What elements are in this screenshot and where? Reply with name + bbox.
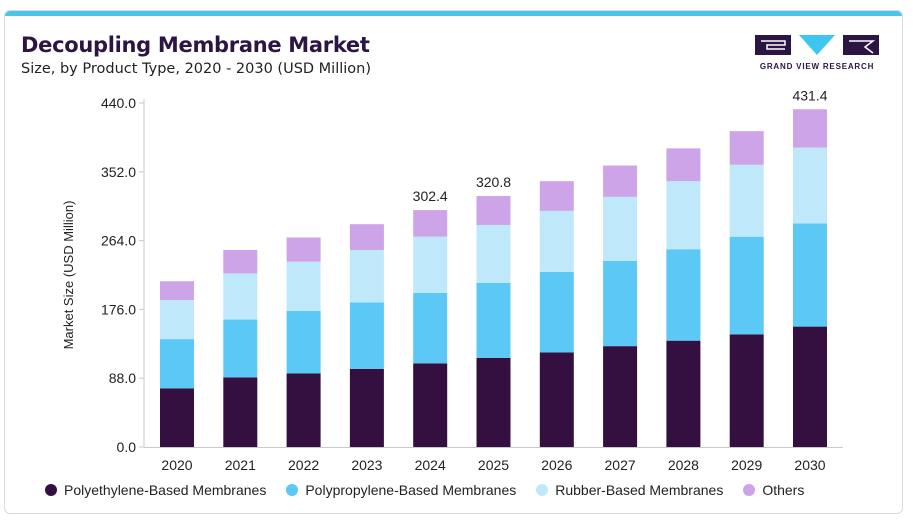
top-accent-bar [5, 11, 902, 16]
legend-swatch [286, 484, 299, 496]
legend-label: Polypropylene-Based Membranes [305, 482, 517, 498]
bar-segment-2030-others [793, 109, 827, 148]
bar-segment-2022-rubber-based-membranes [286, 261, 321, 311]
legend-swatch [536, 484, 549, 496]
bar-segment-2021-others [223, 249, 258, 274]
bar-segment-2025-rubber-based-membranes [476, 224, 511, 283]
x-tick-label: 2023 [351, 457, 382, 473]
y-tick-label: 264.0 [101, 233, 136, 249]
x-tick-label: 2021 [225, 457, 256, 473]
y-tick-label: 352.0 [101, 164, 136, 180]
bar-segment-2023-polyethylene-based-membranes [349, 368, 384, 447]
bar-segment-2029-rubber-based-membranes [729, 164, 764, 237]
x-tick-label: 2025 [478, 457, 509, 473]
bar-segment-2024-rubber-based-membranes [413, 236, 448, 293]
bar-segment-2021-polyethylene-based-membranes [223, 377, 258, 447]
legend-label: Rubber-Based Membranes [555, 482, 724, 498]
bar-segment-2020-polypropylene-based-membranes [160, 339, 194, 389]
bar-segment-2027-others [603, 165, 638, 197]
legend-label: Polyethylene-Based Membranes [64, 482, 267, 498]
x-tick-label: 2022 [288, 457, 319, 473]
bar-segment-2020-others [160, 281, 194, 301]
logo-mark-icon [755, 35, 879, 55]
bar-segment-2026-polyethylene-based-membranes [539, 352, 574, 447]
x-tick-label: 2020 [161, 457, 192, 473]
x-tick-label: 2027 [605, 457, 636, 473]
bar-segment-2020-rubber-based-membranes [160, 300, 194, 340]
bar-segment-2025-polypropylene-based-membranes [476, 282, 511, 358]
bar-segment-2030-polyethylene-based-membranes [793, 326, 827, 447]
bar-segment-2026-rubber-based-membranes [539, 210, 574, 272]
bar-segment-2024-others [413, 210, 448, 237]
bar-segment-2029-polyethylene-based-membranes [729, 334, 764, 447]
bar-segment-2024-polypropylene-based-membranes [413, 292, 448, 364]
legend: Polyethylene-Based Membranes Polypropylen… [45, 482, 824, 498]
bar-segment-2025-others [476, 196, 511, 225]
bar-segment-2028-polypropylene-based-membranes [666, 249, 701, 341]
legend-item: Polyethylene-Based Membranes [45, 482, 266, 498]
bar-total-label: 320.8 [476, 174, 511, 190]
bar-segment-2028-others [666, 148, 701, 182]
y-axis-label: Market Size (USD Million) [61, 201, 76, 350]
bar-segment-2029-others [729, 131, 764, 165]
y-tick-label: 440.0 [101, 95, 136, 111]
bar-segment-2028-polyethylene-based-membranes [666, 340, 701, 447]
bar-segment-2030-rubber-based-membranes [793, 147, 827, 224]
legend-item: Others [743, 482, 804, 498]
chart-title: Decoupling Membrane Market [21, 33, 370, 57]
y-tick-label: 88.0 [109, 370, 136, 386]
bar-segment-2027-rubber-based-membranes [603, 196, 638, 261]
y-tick-label: 176.0 [101, 301, 136, 317]
legend-swatch [45, 484, 57, 496]
logo-text: GRAND VIEW RESEARCH [759, 62, 875, 71]
bar-segment-2026-polypropylene-based-membranes [539, 271, 574, 353]
legend-swatch [743, 484, 756, 496]
bar-segment-2027-polyethylene-based-membranes [603, 346, 638, 447]
bar-segment-2023-polypropylene-based-membranes [349, 302, 384, 369]
x-tick-label: 2024 [415, 457, 446, 473]
bar-segment-2030-polypropylene-based-membranes [793, 223, 827, 327]
legend-label: Others [762, 482, 805, 498]
bar-segment-2023-others [349, 224, 384, 250]
bar-segment-2020-polyethylene-based-membranes [160, 388, 194, 447]
bar-segment-2022-polypropylene-based-membranes [286, 310, 321, 374]
bar-segment-2022-polyethylene-based-membranes [286, 373, 321, 447]
bar-segment-2022-others [286, 237, 321, 262]
bar-segment-2026-others [539, 181, 574, 211]
bar-segment-2025-polyethylene-based-membranes [476, 357, 511, 447]
bar-segment-2023-rubber-based-membranes [349, 249, 384, 303]
chart-card: Decoupling Membrane Market Size, by Prod… [4, 10, 903, 514]
x-tick-label: 2026 [541, 457, 572, 473]
bar-segment-2028-rubber-based-membranes [666, 181, 701, 250]
grand-view-research-logo: GRAND VIEW RESEARCH [753, 33, 881, 85]
stacked-bar-chart: 0.0 88.0 176.0 264.0 352.0 440.0 Market Size (… [61, 87, 843, 473]
x-tick-label: 2030 [794, 457, 825, 473]
bar-total-label: 302.4 [413, 188, 448, 204]
bar-segment-2029-polypropylene-based-membranes [729, 236, 764, 335]
x-tick-label: 2028 [668, 457, 699, 473]
bar-segment-2021-rubber-based-membranes [223, 273, 258, 320]
bar-segment-2021-polypropylene-based-membranes [223, 319, 258, 378]
y-tick-label: 0.0 [117, 439, 137, 455]
chart-subtitle: Size, by Product Type, 2020 - 2030 (USD … [21, 61, 372, 77]
legend-item: Polypropylene-Based Membranes [286, 482, 516, 498]
x-tick-label: 2029 [731, 457, 762, 473]
bar-segment-2024-polyethylene-based-membranes [413, 363, 448, 447]
bar-segment-2027-polypropylene-based-membranes [603, 260, 638, 347]
legend-item: Rubber-Based Membranes [536, 482, 723, 498]
bar-total-label: 431.4 [792, 87, 827, 103]
